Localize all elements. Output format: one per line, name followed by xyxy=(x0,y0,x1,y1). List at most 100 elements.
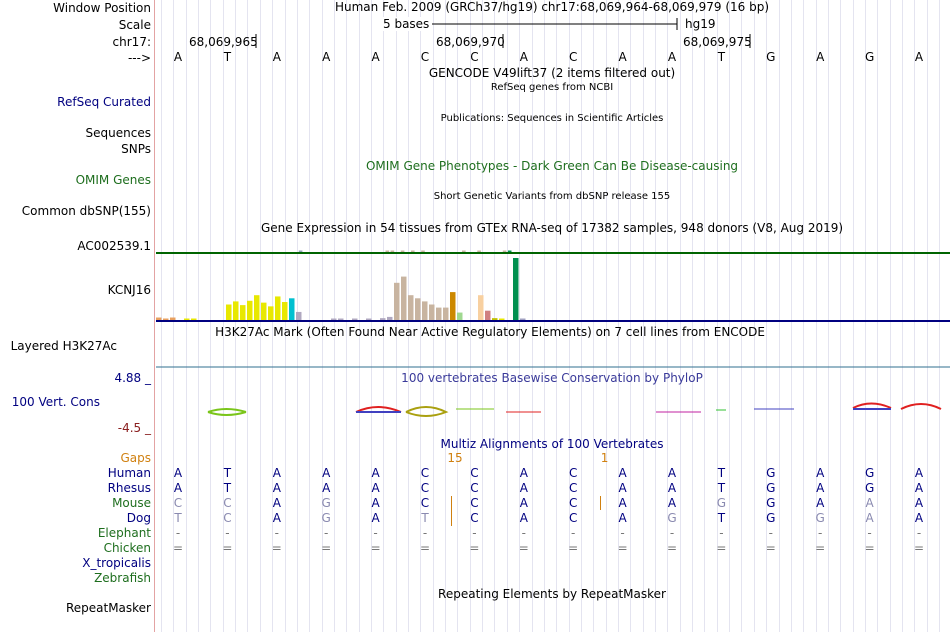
ac002539-gene-label[interactable]: AC002539.1 xyxy=(77,239,151,253)
conservation-plot[interactable] xyxy=(156,0,950,430)
gtex-tissue-bar[interactable] xyxy=(492,318,498,320)
refseq-track-title[interactable]: RefSeq genes from NCBI xyxy=(490,82,614,93)
gtex-tissue-bar[interactable] xyxy=(289,298,295,320)
gtex-tissue-bar[interactable] xyxy=(261,302,267,320)
gtex-tissue-bar[interactable] xyxy=(415,298,421,320)
gtex-tissue-bar[interactable] xyxy=(366,318,372,321)
gtex-tissue-bar[interactable] xyxy=(520,318,526,321)
gtex-tissue-bar[interactable] xyxy=(513,258,519,320)
gtex-tissue-bar[interactable] xyxy=(352,318,358,321)
gtex-tissue-bar[interactable] xyxy=(478,295,484,320)
strand-arrow-label[interactable]: ---> xyxy=(127,51,151,65)
alignment-base-human: G xyxy=(864,466,875,480)
grid-line xyxy=(259,0,261,632)
species-mouse-label[interactable]: Mouse xyxy=(112,496,151,510)
gtex-tissue-bar[interactable] xyxy=(421,250,425,253)
gtex-tissue-bar[interactable] xyxy=(247,300,253,320)
species-rhesus-label[interactable]: Rhesus xyxy=(107,481,151,495)
grid-line xyxy=(383,0,385,632)
alignment-base-dog: A xyxy=(865,511,874,525)
gtex-tissue-bar[interactable] xyxy=(390,250,395,253)
gtex-tissue-bar[interactable] xyxy=(296,311,302,320)
gtex-tissue-bar[interactable] xyxy=(485,310,491,320)
omim-track-label[interactable]: OMIM Genes xyxy=(75,173,151,187)
scale-label[interactable]: Scale xyxy=(118,18,151,32)
gtex-tissue-bar[interactable] xyxy=(422,301,428,320)
h3k27ac-track-title[interactable]: H3K27Ac Mark (Often Found Near Active Re… xyxy=(215,325,765,339)
snps-track-label[interactable]: SNPs xyxy=(121,142,151,156)
omim-track-title[interactable]: OMIM Gene Phenotypes - Dark Green Can Be… xyxy=(365,159,739,173)
gtex-tissue-bar[interactable] xyxy=(191,318,197,321)
alignment-base-elephant: - xyxy=(669,526,675,540)
gtex-tissue-bar[interactable] xyxy=(462,250,466,253)
species-elephant-label[interactable]: Elephant xyxy=(97,526,151,540)
species-zebrafish-label[interactable]: Zebrafish xyxy=(94,571,151,585)
gtex-tissue-bar[interactable] xyxy=(400,250,405,253)
grid-line xyxy=(346,0,348,632)
multiz-track-title[interactable]: Multiz Alignments of 100 Vertebrates xyxy=(440,437,664,451)
gtex-tissue-bar[interactable] xyxy=(282,302,288,320)
chrom-label[interactable]: chr17: xyxy=(112,35,151,49)
species-xtropicalis-label[interactable]: X_tropicalis xyxy=(82,556,151,570)
publications-track-title[interactable]: Publications: Sequences in Scientific Ar… xyxy=(440,113,664,124)
gtex-tissue-bar[interactable] xyxy=(298,250,303,253)
reference-base: A xyxy=(914,50,924,64)
gtex-tissue-bar[interactable] xyxy=(338,318,344,321)
track-image-panel[interactable]: Human Feb. 2009 (GRCh37/hg19) chr17:68,0… xyxy=(156,0,950,632)
repeatmasker-track-title[interactable]: Repeating Elements by RepeatMasker xyxy=(438,587,666,601)
alignment-base-dog: A xyxy=(272,511,281,525)
gtex-tissue-bar[interactable] xyxy=(170,317,176,320)
gtex-tissue-bar[interactable] xyxy=(502,250,507,253)
gaps-label[interactable]: Gaps xyxy=(120,451,151,465)
gtex-tissue-bar[interactable] xyxy=(411,250,415,253)
gtex-tissue-bar[interactable] xyxy=(401,276,407,320)
gtex-tissue-bar[interactable] xyxy=(240,305,246,320)
grid-line xyxy=(568,0,570,632)
gtex-tissue-bar[interactable] xyxy=(429,304,435,321)
species-dog-label[interactable]: Dog xyxy=(126,511,151,525)
gtex-tissue-bar[interactable] xyxy=(226,304,232,321)
gtex-tissue-bar[interactable] xyxy=(156,317,162,320)
gtex-tissue-bar[interactable] xyxy=(477,250,481,253)
gtex-tissue-bar[interactable] xyxy=(233,301,239,320)
gencode-track-title[interactable]: GENCODE V49lift37 (2 items filtered out) xyxy=(428,66,676,80)
gtex-tissue-bar[interactable] xyxy=(387,316,393,320)
gtex-tissue-bar[interactable] xyxy=(507,250,512,253)
cons-track-title[interactable]: 100 vertebrates Basewise Conservation by… xyxy=(401,371,703,385)
gtex-tissue-bar[interactable] xyxy=(450,292,456,320)
species-human-label[interactable]: Human xyxy=(107,466,151,480)
gtex-tissue-bar[interactable] xyxy=(331,318,337,321)
sequences-track-label[interactable]: Sequences xyxy=(85,126,151,140)
gtex-track-title[interactable]: Gene Expression in 54 tissues from GTEx … xyxy=(260,221,844,235)
refseq-track-label[interactable]: RefSeq Curated xyxy=(57,95,151,109)
gtex-tissue-bar[interactable] xyxy=(268,306,274,320)
gtex-tissue-bar[interactable] xyxy=(385,250,390,253)
gtex-tissue-bar[interactable] xyxy=(443,307,449,320)
gtex-tissue-bar[interactable] xyxy=(394,282,400,320)
gtex-tissue-bar[interactable] xyxy=(436,307,442,320)
grid-line xyxy=(790,0,792,632)
grid-line xyxy=(198,0,200,632)
window-position-label[interactable]: Window Position xyxy=(53,1,151,15)
gtex-tissue-bar[interactable] xyxy=(380,318,386,320)
cons-track-label[interactable]: 100 Vert. Cons xyxy=(11,395,100,409)
alignment-base-mouse: G xyxy=(716,496,727,510)
gtex-tissue-bar[interactable] xyxy=(499,318,505,321)
h3k27ac-track-label[interactable]: Layered H3K27Ac xyxy=(10,339,117,353)
repeatmasker-track-label[interactable]: RepeatMasker xyxy=(65,601,151,615)
common-dbsnp-track-label[interactable]: Common dbSNP(155) xyxy=(21,204,151,218)
alignment-base-chicken: = xyxy=(222,541,233,555)
dbsnp-track-title[interactable]: Short Genetic Variants from dbSNP releas… xyxy=(433,191,671,202)
gtex-tissue-bar[interactable] xyxy=(184,318,190,321)
reference-base: A xyxy=(371,50,380,64)
gtex-tissue-bar[interactable] xyxy=(163,318,169,321)
species-chicken-label[interactable]: Chicken xyxy=(103,541,151,555)
grid-line xyxy=(642,0,644,632)
gtex-tissue-bar[interactable] xyxy=(275,296,281,320)
gtex-tissue-bar[interactable] xyxy=(254,295,260,320)
gtex-expression-chart[interactable] xyxy=(156,0,950,330)
gtex-tissue-bar[interactable] xyxy=(408,295,414,320)
gtex-tissue-bar[interactable] xyxy=(457,312,463,320)
kcnj16-gene-label[interactable]: KCNJ16 xyxy=(107,283,151,297)
grid-line xyxy=(704,0,706,632)
